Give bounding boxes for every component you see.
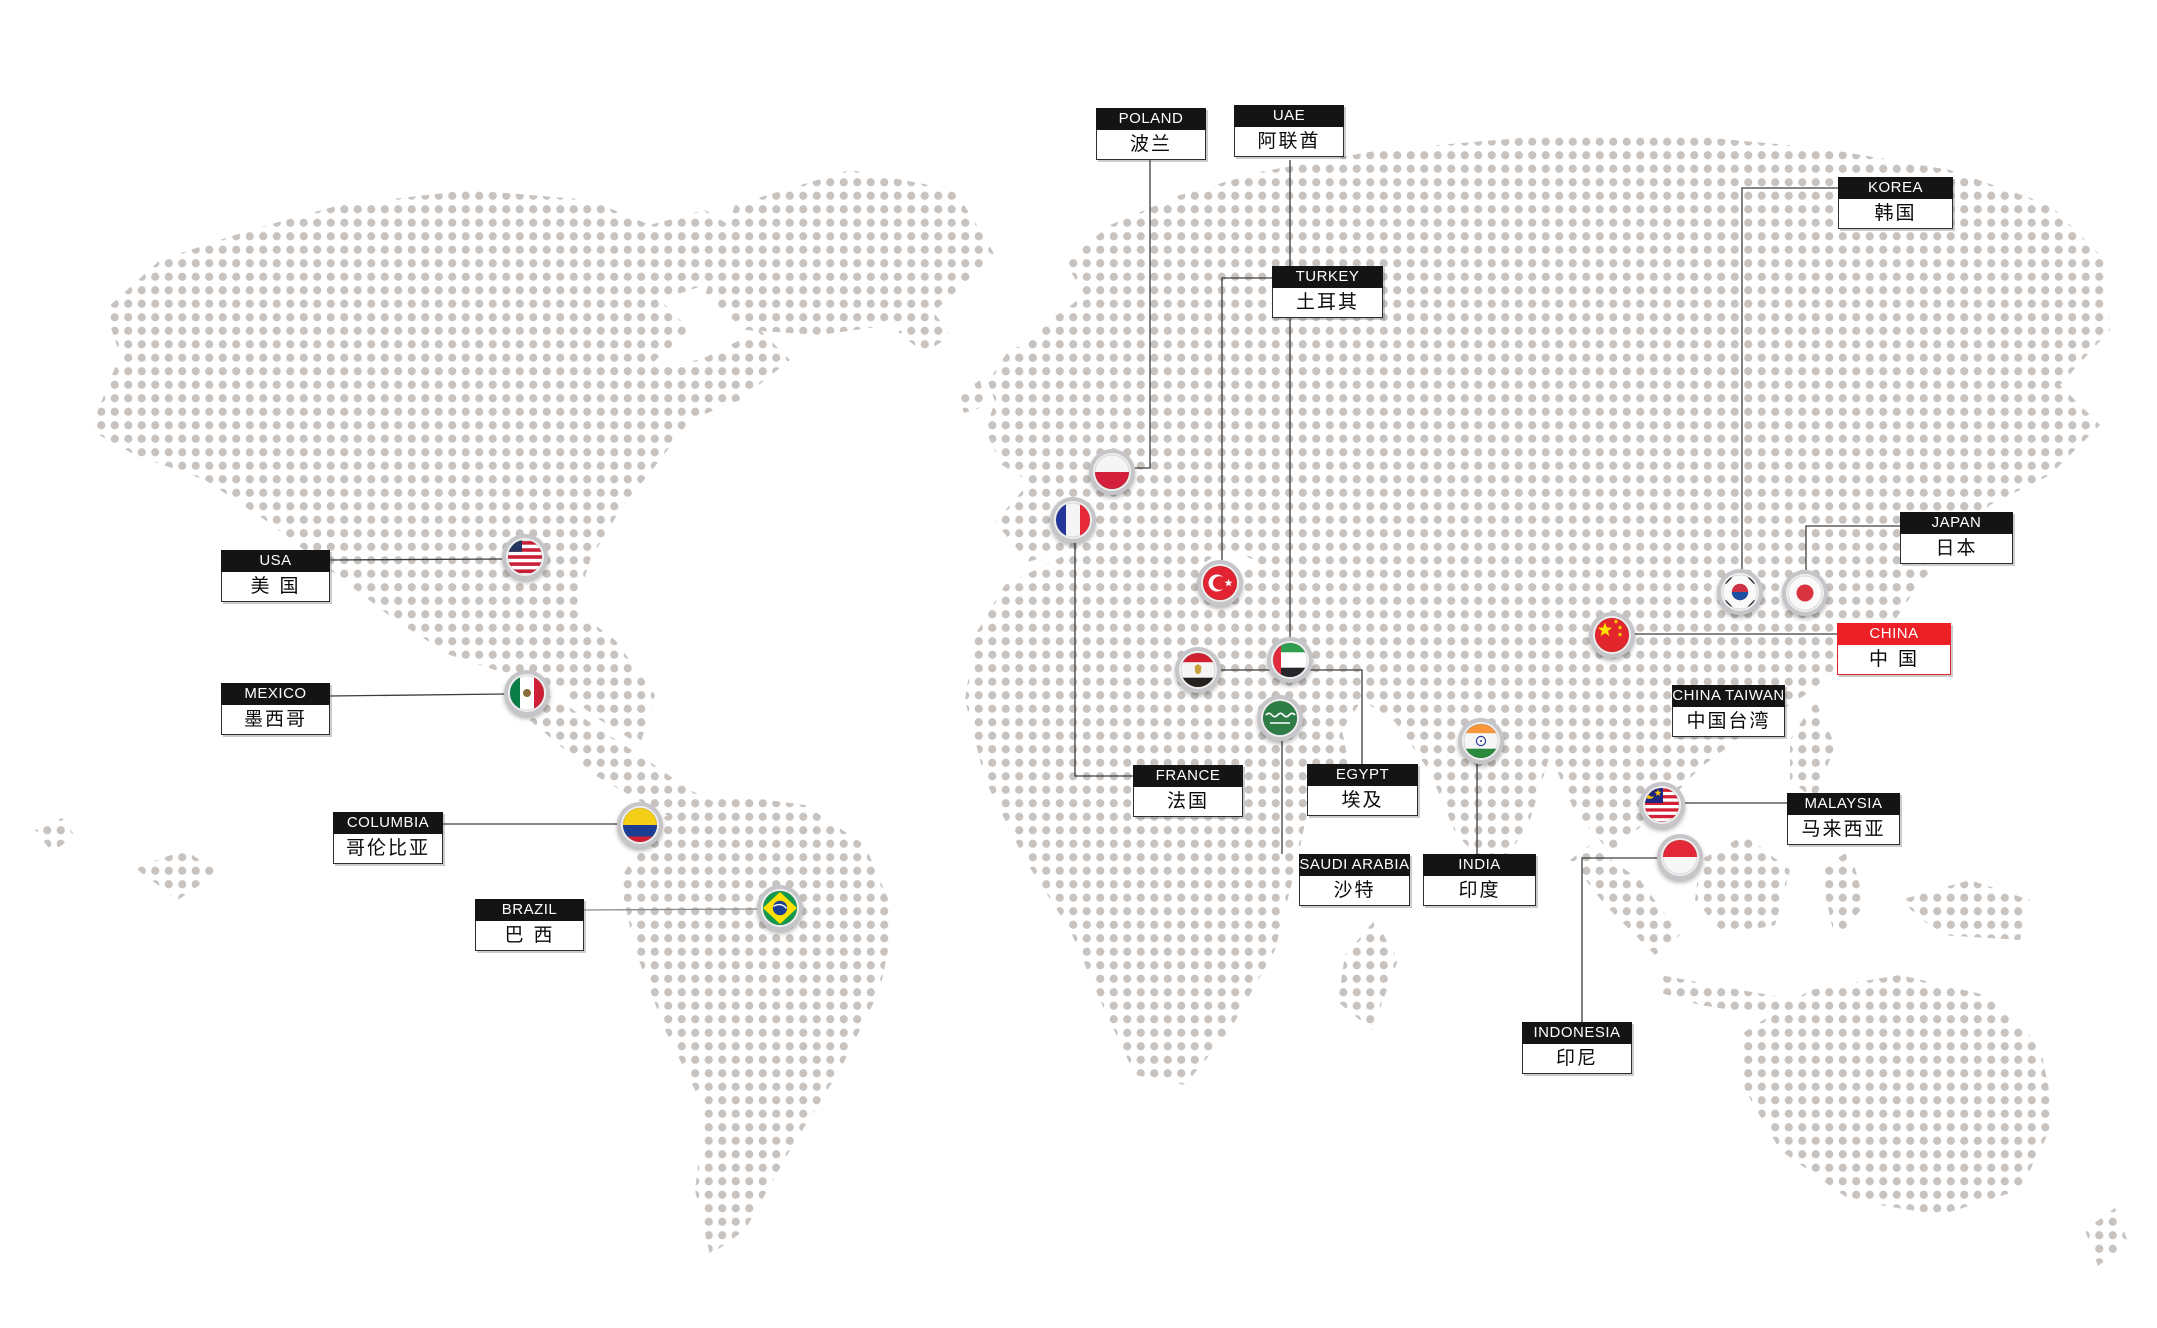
connector-line-brazil xyxy=(583,908,758,911)
pin-mexico xyxy=(504,670,550,716)
country-label-brazil: BRAZIL 巴 西 xyxy=(475,899,584,951)
pin-japan xyxy=(1782,570,1828,616)
country-label-india: INDIA 印度 xyxy=(1423,854,1536,906)
country-name-en: POLAND xyxy=(1096,108,1206,130)
country-label-egypt: EGYPT 埃及 xyxy=(1307,764,1418,816)
mexico-flag xyxy=(504,670,550,716)
country-label-uae: UAE 阿联酋 xyxy=(1234,105,1344,157)
country-label-korea: KOREA 韩国 xyxy=(1838,177,1953,229)
country-name-en: MALAYSIA xyxy=(1787,793,1900,815)
connector-line-japan xyxy=(1805,525,1900,570)
connector-line-usa xyxy=(329,558,503,561)
saudi-flag xyxy=(1257,695,1303,741)
connector-line-poland xyxy=(1135,160,1151,469)
country-name-en: KOREA xyxy=(1838,177,1953,199)
pin-uae xyxy=(1267,637,1313,683)
connector-line-egypt xyxy=(1220,669,1363,764)
country-label-mexico: MEXICO 墨西哥 xyxy=(221,683,330,735)
country-name-zh: 印尼 xyxy=(1522,1044,1632,1074)
pin-egypt xyxy=(1175,647,1221,693)
country-name-zh: 印度 xyxy=(1423,876,1536,906)
pin-poland xyxy=(1089,449,1135,495)
turkey-flag xyxy=(1197,560,1243,606)
country-name-zh: 墨西哥 xyxy=(221,705,330,735)
country-name-zh: 沙特 xyxy=(1299,876,1410,906)
country-label-usa: USA 美 国 xyxy=(221,550,330,602)
pin-korea xyxy=(1717,569,1763,615)
country-label-malaysia: MALAYSIA 马来西亚 xyxy=(1787,793,1900,845)
country-name-zh: 美 国 xyxy=(221,572,330,602)
country-name-en: JAPAN xyxy=(1900,512,2013,534)
country-name-en: SAUDI ARABIA xyxy=(1299,854,1410,876)
pin-malaysia xyxy=(1639,782,1685,828)
country-name-en: BRAZIL xyxy=(475,899,584,921)
country-label-columbia: COLUMBIA 哥伦比亚 xyxy=(333,812,443,864)
connector-line-korea xyxy=(1741,187,1838,569)
japan-flag xyxy=(1782,570,1828,616)
country-name-en: MEXICO xyxy=(221,683,330,705)
malaysia-flag xyxy=(1639,782,1685,828)
country-name-zh: 巴 西 xyxy=(475,921,584,951)
country-name-zh: 土耳其 xyxy=(1272,288,1383,318)
pin-china xyxy=(1589,612,1635,658)
country-name-en: FRANCE xyxy=(1133,765,1243,787)
country-name-en: CHINA TAIWAN xyxy=(1672,685,1785,707)
country-name-zh: 波兰 xyxy=(1096,130,1206,160)
pin-usa xyxy=(502,534,548,580)
country-name-en: INDIA xyxy=(1423,854,1536,876)
brazil-flag xyxy=(757,885,803,931)
korea-flag xyxy=(1717,569,1763,615)
connector-line-mexico xyxy=(329,693,505,697)
country-name-en: EGYPT xyxy=(1307,764,1418,786)
country-label-poland: POLAND 波兰 xyxy=(1096,108,1206,160)
uae-flag xyxy=(1267,637,1313,683)
country-name-zh: 埃及 xyxy=(1307,786,1418,816)
pin-indonesia xyxy=(1657,834,1703,880)
country-name-en: INDONESIA xyxy=(1522,1022,1632,1044)
indonesia-flag xyxy=(1657,834,1703,880)
country-name-en: COLUMBIA xyxy=(333,812,443,834)
country-name-zh: 韩国 xyxy=(1838,199,1953,229)
china-flag xyxy=(1589,612,1635,658)
connector-line-indonesia xyxy=(1581,857,1657,1022)
usa-flag xyxy=(502,534,548,580)
country-name-en: USA xyxy=(221,550,330,572)
colombia-flag xyxy=(617,802,663,848)
pin-france xyxy=(1050,497,1096,543)
country-label-china: CHINA 中 国 xyxy=(1837,623,1951,675)
country-label-china-taiwan: CHINA TAIWAN 中国台湾 xyxy=(1672,685,1785,737)
pin-india xyxy=(1458,718,1504,764)
country-name-zh: 中 国 xyxy=(1837,645,1951,675)
country-label-indonesia: INDONESIA 印尼 xyxy=(1522,1022,1632,1074)
country-name-en: TURKEY xyxy=(1272,266,1383,288)
egypt-flag xyxy=(1175,647,1221,693)
country-label-japan: JAPAN 日本 xyxy=(1900,512,2013,564)
france-flag xyxy=(1050,497,1096,543)
connector-line-france xyxy=(1074,543,1133,777)
country-label-turkey: TURKEY 土耳其 xyxy=(1272,266,1383,318)
country-label-france: FRANCE 法国 xyxy=(1133,765,1243,817)
india-flag xyxy=(1458,718,1504,764)
country-name-zh: 阿联酋 xyxy=(1234,127,1344,157)
country-name-en: UAE xyxy=(1234,105,1344,127)
pin-brazil xyxy=(757,885,803,931)
country-name-zh: 中国台湾 xyxy=(1672,707,1785,737)
country-name-zh: 哥伦比亚 xyxy=(333,834,443,864)
pin-columbia xyxy=(617,802,663,848)
country-name-zh: 法国 xyxy=(1133,787,1243,817)
country-name-zh: 马来西亚 xyxy=(1787,815,1900,845)
pin-turkey xyxy=(1197,560,1243,606)
pin-saudi-arabia xyxy=(1257,695,1303,741)
poland-flag xyxy=(1089,449,1135,495)
country-name-zh: 日本 xyxy=(1900,534,2013,564)
connector-line-turkey xyxy=(1221,277,1272,560)
country-name-en: CHINA xyxy=(1837,623,1951,645)
country-label-saudi-arabia: SAUDI ARABIA 沙特 xyxy=(1299,854,1410,906)
